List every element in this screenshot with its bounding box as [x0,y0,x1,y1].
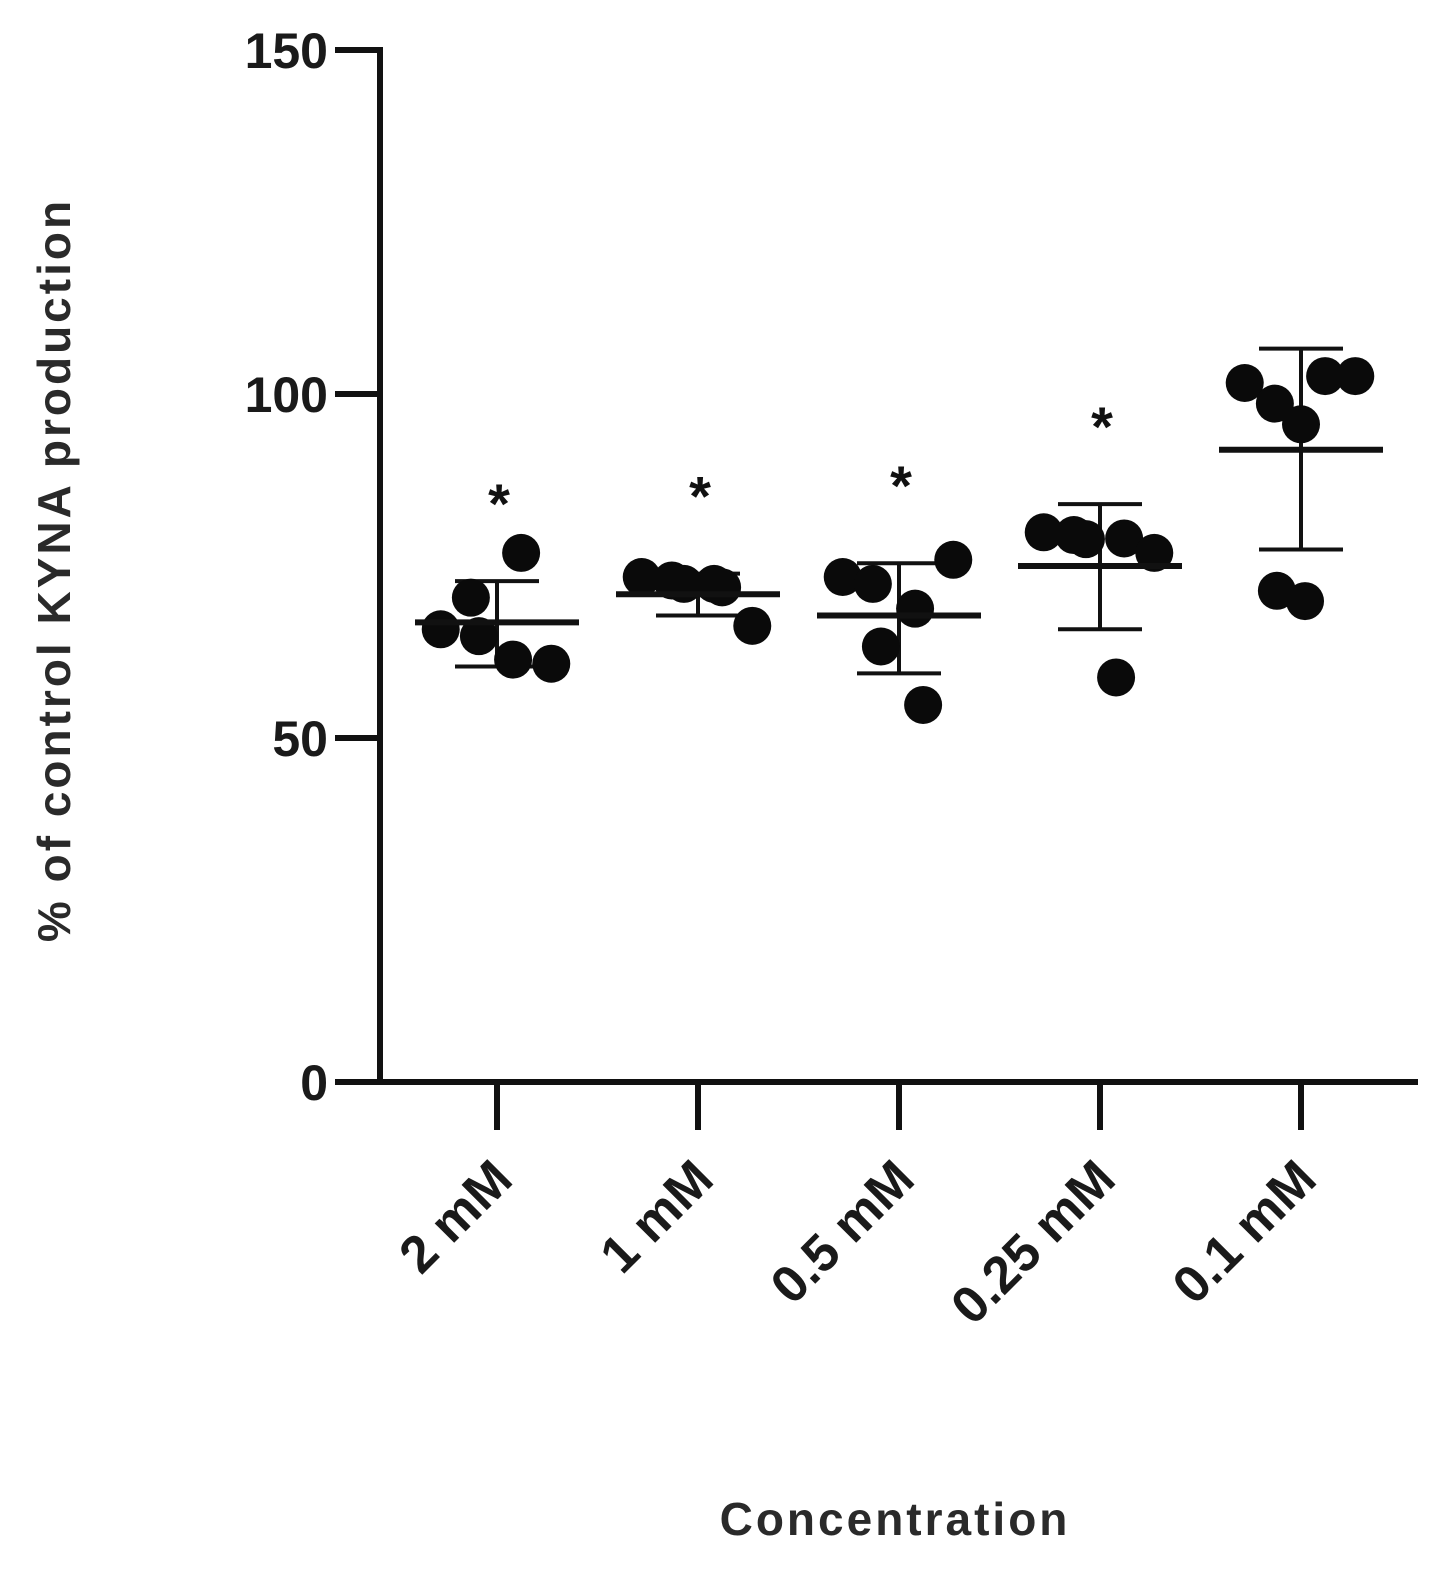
significance-marker: * [890,454,912,517]
axes: 0 50 100 150 2 mM 1 mM 0.5 mM 0.25 mM 0.1 mM [245,23,1418,1336]
data-point [532,644,571,683]
data-point [1135,533,1174,572]
data-point [502,533,541,572]
data-point [459,617,498,656]
significance-marker: * [689,465,711,528]
data-point [896,589,935,628]
y-tick-label: 100 [245,367,328,423]
data-point [934,540,973,579]
data-point [853,564,892,603]
y-tick-label: 50 [272,711,328,767]
y-axis-title: % of control KYNA production [28,198,80,942]
data-point [1066,520,1105,559]
significance-marker: * [1091,395,1113,458]
x-tick-label: 1 mM [589,1149,724,1284]
data-point [861,627,900,666]
data-point [1105,519,1144,558]
data-point [1225,363,1264,402]
y-tick-label: 150 [245,23,328,79]
data-point [703,568,742,607]
x-tick-label: 0.1 mM [1162,1149,1328,1315]
data-point [421,610,460,649]
x-tick-label: 0.25 mM [940,1149,1126,1335]
x-axis-title: Concentration [720,1493,1071,1545]
data-point [622,558,661,597]
significance-marker: * [488,472,510,535]
data-point [1024,513,1063,552]
data-point [1097,658,1136,697]
data-point [1286,582,1325,621]
data-point [494,640,533,679]
data-point [904,685,943,724]
data-point [1255,384,1294,423]
data-point [1282,405,1320,444]
data-point [823,558,862,597]
x-tick-label: 0.5 mM [760,1149,926,1315]
data-point [733,606,772,645]
x-tick-label: 2 mM [388,1149,523,1284]
data-point [1336,357,1375,396]
data-point [1306,357,1345,396]
y-tick-label: 0 [300,1055,328,1111]
data-point [451,578,490,617]
data-marks: * * * * [415,346,1383,724]
